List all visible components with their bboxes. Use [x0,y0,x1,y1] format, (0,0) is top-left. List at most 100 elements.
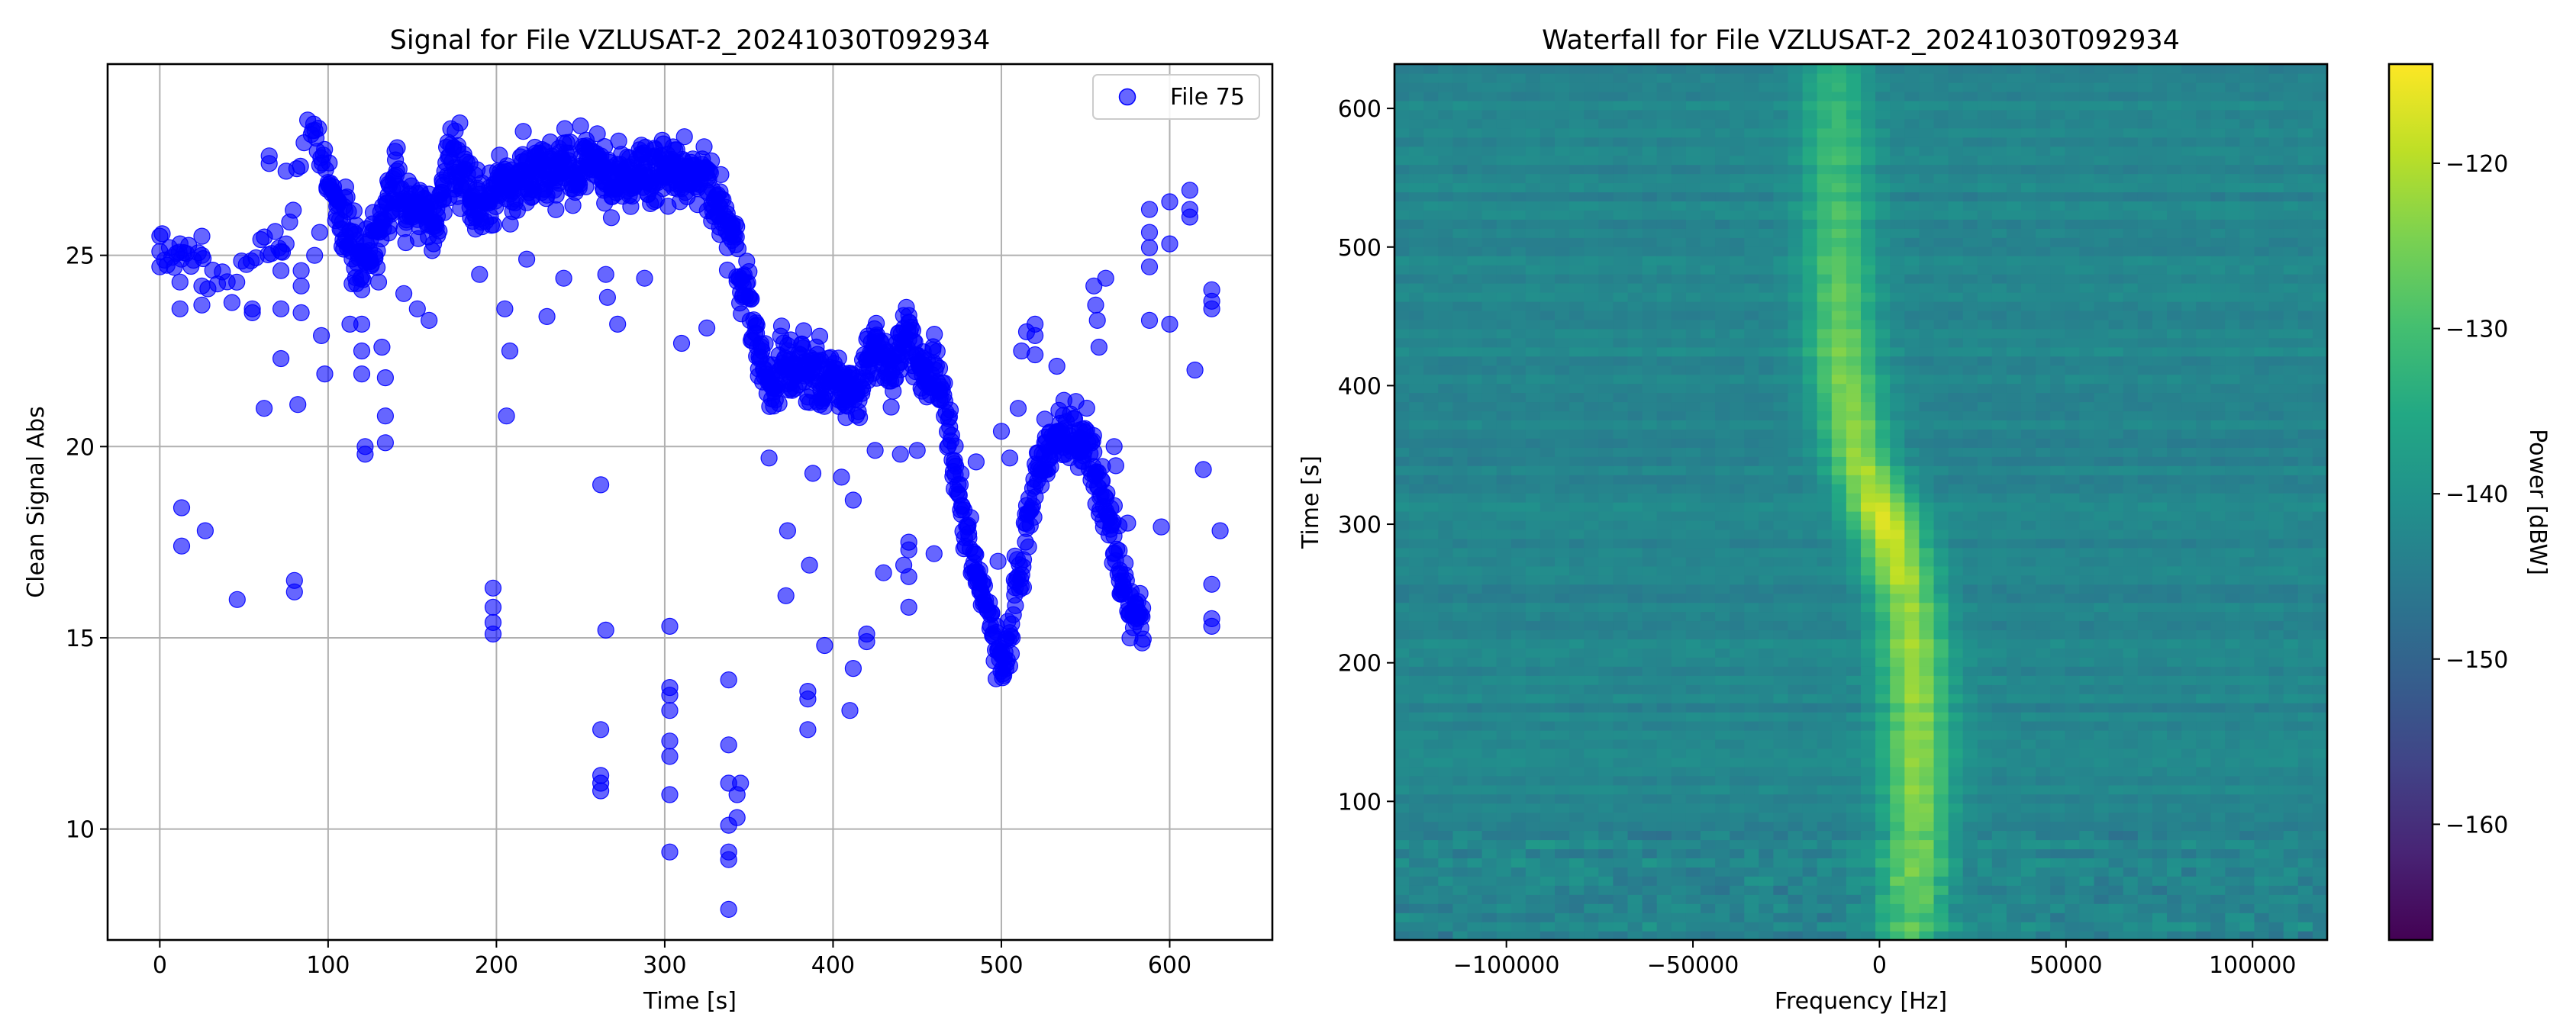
heatmap-cell [1671,629,1687,639]
data-point [946,437,964,455]
heatmap-cell [1613,456,1629,466]
heatmap-cell [2123,830,2139,841]
heatmap-cell [1701,648,1716,658]
heatmap-cell [2268,830,2284,841]
heatmap-cell [1715,684,1730,694]
heatmap-cell [1685,511,1701,521]
heatmap-cell [2297,803,2313,813]
heatmap-cell [1802,465,1818,475]
heatmap-cell [2050,931,2065,940]
heatmap-cell [1394,830,1410,841]
heatmap-cell [1598,657,1614,667]
heatmap-cell [2094,775,2110,786]
heatmap-cell [1831,812,1847,822]
heatmap-cell [1569,903,1585,913]
heatmap-cell [1831,465,1847,475]
heatmap-cell [1788,493,1804,503]
heatmap-cell [2094,739,2110,749]
heatmap-cell [2050,812,2065,822]
heatmap-cell [2283,784,2299,795]
heatmap-cell [1394,493,1410,503]
heatmap-cell [1919,876,1935,886]
heatmap-cell [2239,894,2255,904]
heatmap-cell [1802,584,1818,594]
heatmap-cell [1744,931,1759,940]
heatmap-cell [2239,913,2255,922]
heatmap-cell [2021,565,2036,576]
data-point [484,579,502,597]
heatmap-cell [2297,694,2313,703]
data-point [172,499,191,517]
heatmap-cell [1948,493,1964,503]
heatmap-cell [2297,493,2313,503]
heatmap-cell [2239,493,2255,503]
heatmap-cell [1642,657,1658,667]
heatmap-cell [2050,694,2065,703]
heatmap-cell [1861,830,1876,841]
data-point [390,160,408,178]
heatmap-cell [1962,793,1978,804]
heatmap-cell [1539,903,1556,913]
heatmap-cell [2152,766,2168,777]
heatmap-cell [1991,684,2007,694]
heatmap-cell [1642,684,1658,694]
heatmap-cell [1802,876,1818,886]
heatmap-cell [1817,547,1833,558]
heatmap-cell [1701,465,1716,475]
heatmap-cell [1642,757,1658,768]
heatmap-cell [1802,675,1818,685]
heatmap-cell [2239,511,2255,521]
heatmap-cell [1977,876,1993,886]
heatmap-cell [2283,565,2299,576]
heatmap-cell [2065,784,2080,795]
heatmap-cell [1525,675,1541,685]
heatmap-cell [1555,931,1570,940]
heatmap-cell [2152,703,2168,713]
heatmap-cell [1933,748,1949,758]
heatmap-cell [2021,520,2036,530]
heatmap-cell [1861,529,1876,539]
heatmap-cell [2065,812,2080,822]
heatmap-cell [1598,475,1614,484]
data-point [376,407,394,425]
heatmap-cell [1539,484,1556,494]
heatmap-cell [1481,748,1498,758]
heatmap-cell [1977,657,1993,667]
heatmap-cell [1890,475,1905,484]
heatmap-cell [1671,475,1687,484]
heatmap-cell [1773,593,1789,604]
heatmap-cell [1525,867,1541,877]
heatmap-cell [1423,465,1439,475]
heatmap-cell [2021,739,2036,749]
heatmap-cell [2239,648,2255,658]
heatmap-cell [1671,584,1687,594]
heatmap-cell [1598,803,1614,813]
heatmap-cell [1802,456,1818,466]
heatmap-cell [1744,812,1759,822]
heatmap-cell [1584,684,1599,694]
heatmap-cell [1481,620,1498,631]
heatmap-cell [1861,784,1876,795]
heatmap-cell [1948,803,1964,813]
heatmap-cell [1584,520,1599,530]
heatmap-cell [2021,703,2036,713]
heatmap-cell [1948,793,1964,804]
heatmap-cell [1831,931,1847,940]
heatmap-cell [1496,684,1512,694]
heatmap-cell [1656,620,1672,631]
heatmap-cell [2210,766,2226,777]
data-point [292,157,309,175]
heatmap-cell [1817,730,1833,740]
heatmap-cell [1802,575,1818,585]
heatmap-cell [2283,575,2299,585]
heatmap-cell [2268,666,2284,676]
heatmap-cell [2181,784,2197,795]
heatmap-cell [1701,511,1716,521]
heatmap-cell [1875,739,1891,749]
heatmap-cell [2312,529,2327,539]
heatmap-cell [2268,821,2284,832]
heatmap-cell [1861,839,1876,850]
heatmap-cell [1861,821,1876,832]
heatmap-cell [1438,766,1453,777]
heatmap-cell [1409,748,1424,758]
